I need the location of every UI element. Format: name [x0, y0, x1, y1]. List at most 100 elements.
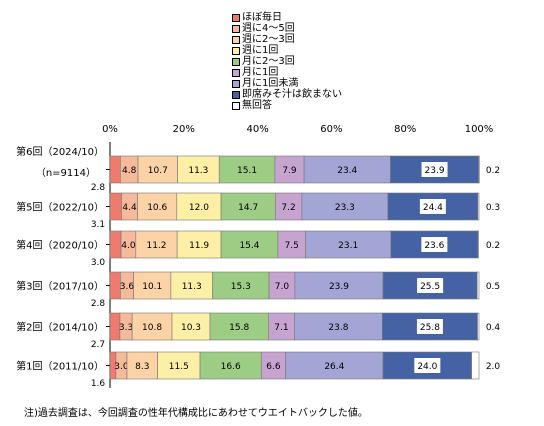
legend-item-1: 週に4～5回 [232, 23, 342, 34]
bar-segment-1-0 [109, 192, 122, 221]
data-label-bg-3-7 [417, 278, 444, 293]
bar-segment-5-4 [199, 351, 262, 380]
bar-segment-3-2 [133, 271, 172, 300]
legend-swatch-5 [232, 68, 240, 77]
data-label-3-2: 10.1 [142, 282, 162, 292]
bar-segment-4-2 [131, 312, 173, 341]
legend-label-3: 週に1回 [242, 45, 279, 56]
data-label-3-4: 15.3 [231, 282, 251, 292]
data-label-2-7: 23.6 [424, 241, 444, 251]
bar-segment-1-4 [220, 192, 276, 221]
data-label-4-6: 23.8 [328, 323, 348, 333]
data-label-0-4: 15.1 [237, 166, 257, 176]
data-label-4-7: 25.8 [420, 323, 440, 333]
x-tick-label-2: 40% [246, 124, 268, 135]
data-label-0-7: 23.9 [425, 166, 445, 176]
legend-item-8: 無回答 [232, 100, 342, 111]
legend-swatch-3 [232, 46, 240, 55]
bar-segment-3-8 [476, 271, 480, 300]
data-label-5-6: 26.4 [324, 362, 344, 372]
bar-segment-1-3 [176, 192, 222, 221]
data-label-0-1: 4.8 [122, 166, 137, 176]
bar-segment-5-2 [126, 351, 158, 380]
legend-label-1: 週に4～5回 [242, 23, 295, 34]
bar-segment-4-3 [171, 312, 211, 341]
data-label-4-3: 10.3 [181, 323, 201, 333]
bar-segment-1-6 [301, 192, 389, 221]
data-label-2-3: 11.9 [189, 241, 209, 251]
bar-segment-1-2 [137, 192, 178, 221]
legend-swatch-7 [232, 90, 240, 99]
legend-item-7: 即席みそ汁は飲まない [232, 89, 342, 100]
legend-label-6: 月に1回未満 [242, 78, 299, 89]
bar-segment-5-6 [285, 351, 384, 380]
legend-item-6: 月に1回未満 [232, 78, 342, 89]
bar-segment-3-3 [170, 271, 213, 300]
data-label-1-0: 3.1 [91, 220, 105, 230]
legend-swatch-8 [232, 101, 240, 110]
bar-segment-4-5 [268, 312, 295, 341]
bar-segment-0-8 [478, 155, 480, 184]
bar-segment-3-4 [212, 271, 270, 300]
bar-segment-1-8 [477, 192, 480, 221]
data-label-2-8: 0.2 [486, 241, 500, 251]
bar-segment-0-3 [177, 155, 220, 184]
bar-segment-3-0 [109, 271, 121, 300]
data-label-5-2: 8.3 [135, 362, 149, 372]
bar-segment-5-5 [260, 351, 286, 380]
bar-segment-0-5 [274, 155, 305, 184]
data-label-1-1: 4.4 [122, 203, 137, 213]
data-label-5-1: 3.0 [114, 362, 129, 372]
x-tick-label-0: 0% [102, 124, 118, 135]
data-label-3-3: 11.3 [182, 282, 202, 292]
data-label-bg-0-7 [421, 162, 448, 177]
data-label-2-4: 15.4 [239, 241, 259, 251]
bar-segment-2-0 [109, 230, 122, 259]
category-label-5: 第1回（2011/10） [16, 360, 104, 373]
data-label-2-2: 11.2 [146, 241, 166, 251]
legend-label-2: 週に2～3回 [242, 34, 295, 45]
bar-segment-5-3 [157, 351, 201, 380]
x-tick-label-3: 60% [320, 124, 342, 135]
data-label-5-4: 16.6 [221, 362, 241, 372]
category-label-3: 第3回（2017/10） [16, 280, 104, 293]
data-label-5-7: 24.0 [417, 362, 437, 372]
category-label-0: 第6回（2024/10） [16, 145, 104, 158]
data-label-bg-1-7 [419, 199, 446, 214]
bar-segment-4-4 [209, 312, 269, 341]
data-label-5-0: 1.6 [91, 379, 106, 389]
data-label-4-1: 3.3 [119, 323, 133, 333]
legend-item-4: 月に2～3回 [232, 56, 342, 67]
category-label-2: 第4回（2020/10） [16, 239, 104, 252]
legend-item-5: 月に1回 [232, 67, 342, 78]
data-label-4-0: 2.7 [91, 340, 105, 350]
data-label-bg-4-7 [416, 319, 443, 334]
data-label-2-6: 23.1 [338, 241, 358, 251]
bar-segment-5-8 [471, 351, 480, 380]
data-label-5-8: 2.0 [486, 362, 501, 372]
legend-label-0: ほぼ毎日 [242, 12, 282, 23]
legend: ほぼ毎日 週に4～5回 週に2～3回 週に1回 月に2～3回 月に1回 月に1回未満 即席みそ… [232, 12, 342, 111]
legend-label-5: 月に1回 [242, 67, 279, 78]
data-label-3-8: 0.5 [486, 282, 500, 292]
data-label-0-5: 7.9 [282, 166, 297, 176]
x-tick-label-1: 20% [173, 124, 195, 135]
bar-segment-2-3 [176, 230, 222, 259]
stacked-bar-chart: 0% 20% 40% 60% 80% 100% 第6回（2024/10） （n=9114） 2.… [16, 124, 501, 389]
data-label-0-6: 23.4 [337, 166, 357, 176]
data-label-4-4: 15.8 [229, 323, 249, 333]
data-label-2-1: 4.0 [121, 241, 136, 251]
bar-segment-0-2 [137, 155, 178, 184]
data-label-3-1: 3.6 [120, 282, 135, 292]
data-label-0-3: 11.3 [188, 166, 208, 176]
bar-segment-4-8 [477, 312, 480, 341]
bar-segment-0-6 [303, 155, 391, 184]
legend-label-4: 月に2～3回 [242, 56, 295, 67]
bar-segment-0-0 [109, 155, 121, 184]
data-label-5-5: 6.6 [266, 362, 281, 372]
data-label-4-5: 7.1 [274, 323, 288, 333]
data-label-2-0: 3.0 [91, 258, 106, 268]
data-label-4-2: 10.8 [142, 323, 162, 333]
footnote: 注)過去調査は、今回調査の性年代構成比にあわせてウエイトバックした値。 [24, 408, 368, 419]
data-label-1-5: 7.2 [281, 203, 295, 213]
